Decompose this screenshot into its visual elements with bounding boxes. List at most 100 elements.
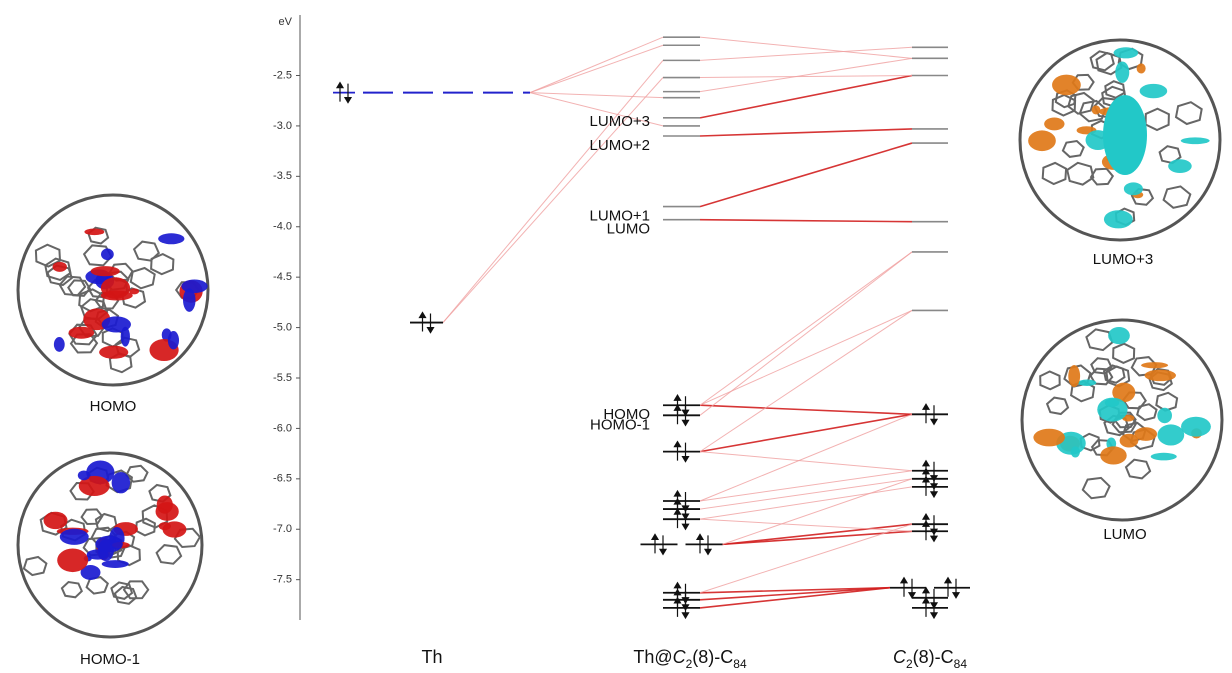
orbital-image (18, 195, 208, 385)
correlation-line (530, 93, 663, 98)
orbital-lobe (1097, 398, 1127, 422)
orbital-lobe (157, 495, 173, 513)
orbital-lobe (57, 549, 88, 573)
cage-ring (115, 587, 136, 604)
correlation-line (700, 76, 912, 78)
orbital-label: HOMO (90, 398, 137, 415)
correlation-line (700, 471, 912, 501)
level-label: HOMO-1 (590, 416, 650, 433)
correlation-line (700, 405, 912, 414)
correlation-line (700, 143, 912, 207)
y-tick-label: -5.0 (273, 321, 292, 333)
orbital-lobe (1052, 75, 1081, 96)
figure: eV -2.5-3.0-3.5-4.0-4.5-5.0-5.5-6.0-6.5-… (0, 0, 1232, 673)
y-tick-label: -3.0 (273, 120, 292, 132)
axis-label: eV (279, 16, 293, 28)
orbital-lobe (1168, 159, 1192, 173)
orbital-lobe (1181, 137, 1210, 144)
column-label-part: Th@ (633, 647, 672, 667)
column-label: Th (421, 647, 442, 667)
cage-ring (1126, 460, 1150, 479)
cage-ring (111, 582, 132, 599)
column-label: Th@C2(8)-C84 (633, 647, 747, 671)
correlation-line (700, 524, 912, 593)
orbital-lobe (60, 529, 89, 545)
correlation-line (700, 47, 912, 60)
cage-ring (1083, 478, 1110, 498)
orbital-lobe (158, 233, 184, 244)
column-label-part: C (673, 647, 687, 667)
column-label-part: C (893, 647, 907, 667)
column-label-part: (8)-C (913, 647, 954, 667)
y-tick-label: -2.5 (273, 69, 292, 81)
orbital-lobe (1157, 424, 1184, 445)
orbital-lobe (1104, 210, 1133, 228)
orbital-lobe (1141, 362, 1168, 368)
orbital-lobe (102, 316, 131, 332)
correlation-line (700, 220, 912, 222)
orbital-image (1020, 40, 1220, 240)
correlation-line (443, 60, 663, 322)
orbital-lobe (1134, 427, 1157, 441)
correlation-line (700, 252, 912, 405)
orbital-lobe (1108, 327, 1130, 344)
y-tick-label: -4.0 (273, 221, 292, 233)
correlation-line (700, 37, 912, 58)
correlation-line (700, 76, 912, 118)
level-label: LUMO+3 (590, 113, 650, 130)
y-tick-label: -4.5 (273, 271, 292, 283)
cage-ring (1063, 141, 1084, 157)
orbital-lobe (53, 262, 67, 272)
orbital-label: LUMO (1103, 526, 1146, 543)
y-tick-label: -7.0 (273, 523, 292, 535)
orbital-lobe (129, 288, 139, 294)
correlation-line (700, 310, 912, 451)
cage-ring (1176, 102, 1202, 124)
correlation-line (700, 414, 912, 451)
correlation-line (700, 58, 912, 91)
y-tick-label: -6.0 (273, 422, 292, 434)
cage-ring (1091, 169, 1113, 185)
orbital-lobe (168, 331, 179, 349)
orbital-label: LUMO+3 (1093, 251, 1153, 268)
orbital-lobe (159, 522, 171, 530)
correlation-line (700, 479, 912, 509)
orbital-lobe (78, 470, 90, 480)
cage-ring (1047, 398, 1068, 414)
orbital-lobe (1124, 182, 1143, 195)
cage-ring (1067, 163, 1093, 185)
orbital-lobe (84, 229, 104, 236)
orbital-lobe (1181, 417, 1211, 437)
correlation-line (700, 129, 912, 136)
column-label-part: Th (421, 647, 442, 667)
orbital-lobe (1100, 446, 1126, 464)
orbital-lobe (1044, 117, 1064, 130)
cage-ring (1164, 186, 1191, 207)
correlation-line (700, 487, 912, 519)
orbital-lobe (1078, 380, 1097, 386)
orbital-lobe (1145, 370, 1176, 382)
cage-ring (127, 466, 148, 482)
orbital-lobe (101, 248, 114, 260)
cage-ring (1156, 393, 1177, 411)
orbital-lobe (181, 280, 207, 294)
orbital-lobe (1068, 365, 1080, 387)
cage-ring (1113, 344, 1134, 363)
orbital-lobe (101, 277, 130, 299)
orbital-lobe (91, 266, 120, 276)
orbital-lobe (1114, 47, 1139, 58)
y-tick-label: -6.5 (273, 473, 292, 485)
cage-ring (1040, 372, 1060, 390)
orbital-image (18, 453, 202, 637)
page: eV -2.5-3.0-3.5-4.0-4.5-5.0-5.5-6.0-6.5-… (0, 0, 1232, 673)
orbital-lobe (1137, 63, 1146, 73)
cage-ring (24, 557, 47, 575)
orbital-label: HOMO-1 (80, 651, 140, 668)
orbital-lobe (1033, 429, 1065, 447)
correlation-line (700, 519, 912, 531)
orbital-lobe (1151, 453, 1177, 461)
cage-ring (131, 268, 155, 288)
cage-ring (157, 545, 182, 564)
cage-ring (134, 242, 159, 261)
orbital-lobe (95, 536, 122, 553)
